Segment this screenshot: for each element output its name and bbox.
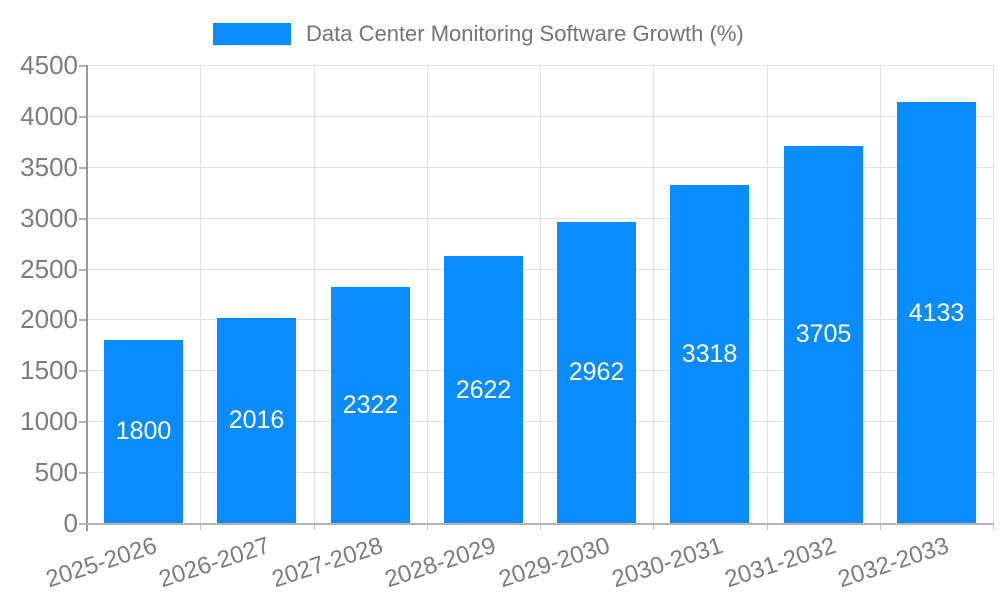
x-gridline [200, 65, 201, 523]
y-tick-label: 500 [34, 457, 78, 487]
x-gridline [993, 65, 994, 523]
bar [670, 185, 749, 523]
y-tick [79, 523, 87, 525]
bar [557, 222, 636, 523]
y-axis [86, 65, 88, 531]
x-tick [200, 523, 201, 530]
y-tick [79, 218, 87, 220]
y-tick-label: 2000 [20, 304, 78, 334]
x-tick-label: 2026-2027 [155, 532, 274, 594]
y-tick [79, 116, 87, 118]
bar [897, 102, 976, 523]
bar-value-label: 2016 [228, 406, 285, 434]
y-tick [79, 421, 87, 423]
x-tick [880, 523, 881, 530]
bar [217, 318, 296, 523]
bar-value-label: 2962 [568, 358, 625, 386]
y-tick-label: 4500 [20, 50, 78, 80]
bar [331, 287, 410, 523]
y-tick-label: 3500 [20, 152, 78, 182]
x-tick-label: 2029-2030 [495, 532, 614, 594]
y-tick [79, 319, 87, 321]
legend-swatch [213, 23, 291, 45]
x-gridline [653, 65, 654, 523]
y-tick-label: 1500 [20, 355, 78, 385]
x-tick [993, 523, 994, 530]
x-gridline [767, 65, 768, 523]
y-tick-label: 3000 [20, 203, 78, 233]
x-gridline [314, 65, 315, 523]
bar-value-label: 2322 [342, 391, 399, 419]
x-gridline [427, 65, 428, 523]
x-tick-label: 2032-2033 [834, 532, 953, 594]
y-tick [79, 370, 87, 372]
legend-label: Data Center Monitoring Software Growth (… [306, 21, 744, 46]
x-axis [86, 523, 993, 525]
y-tick-label: 1000 [20, 406, 78, 436]
x-tick-label: 2031-2032 [721, 532, 840, 594]
bar-value-label: 1800 [115, 417, 172, 445]
x-gridline [880, 65, 881, 523]
y-tick-label: 0 [63, 508, 78, 538]
x-tick-label: 2030-2031 [608, 532, 727, 594]
x-tick-label: 2028-2029 [381, 532, 500, 594]
y-tick [79, 269, 87, 271]
bar-value-label: 2622 [455, 376, 512, 404]
y-tick [79, 167, 87, 169]
y-tick-label: 2500 [20, 254, 78, 284]
y-tick [79, 472, 87, 474]
bar [104, 340, 183, 523]
y-tick-label: 4000 [20, 101, 78, 131]
bar-value-label: 4133 [908, 299, 965, 327]
x-tick [653, 523, 654, 530]
y-tick [79, 65, 87, 67]
x-tick-label: 2025-2026 [42, 532, 161, 594]
bar [784, 146, 863, 523]
bar [444, 256, 523, 523]
x-tick [767, 523, 768, 530]
x-tick [540, 523, 541, 530]
bar-value-label: 3318 [681, 340, 738, 368]
x-tick [427, 523, 428, 530]
x-tick [314, 523, 315, 530]
x-gridline [540, 65, 541, 523]
bar-value-label: 3705 [795, 320, 852, 348]
x-tick-label: 2027-2028 [268, 532, 387, 594]
chart-legend: Data Center Monitoring Software Growth (… [213, 21, 744, 47]
